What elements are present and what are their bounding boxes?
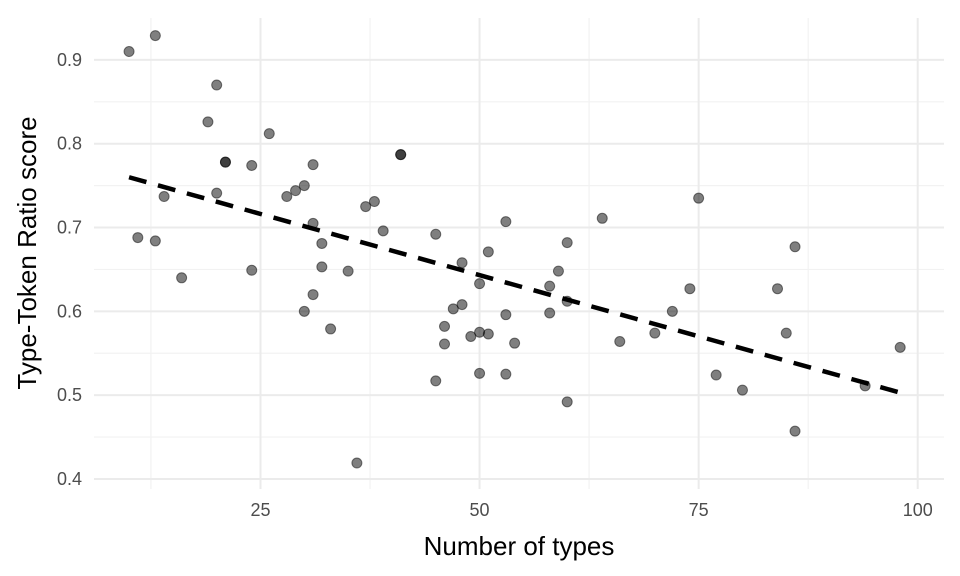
- data-point: [447, 303, 459, 315]
- data-point: [474, 326, 486, 338]
- data-point: [316, 237, 328, 249]
- data-point: [439, 320, 451, 332]
- data-point: [430, 228, 442, 240]
- data-point: [544, 280, 556, 292]
- y-tick-label: 0.4: [57, 469, 82, 489]
- data-point: [482, 246, 494, 258]
- data-point: [693, 192, 705, 204]
- data-point: [368, 196, 380, 208]
- data-point: [780, 327, 792, 339]
- data-point: [211, 79, 223, 91]
- x-axis-title: Number of types: [424, 531, 615, 561]
- data-point: [474, 367, 486, 379]
- data-point: [500, 368, 512, 380]
- data-point: [298, 305, 310, 317]
- data-point: [596, 212, 608, 224]
- data-point: [789, 241, 801, 253]
- data-point: [149, 30, 161, 42]
- y-tick-label: 0.6: [57, 301, 82, 321]
- data-point: [561, 237, 573, 249]
- data-point: [281, 191, 293, 203]
- data-point: [666, 305, 678, 317]
- data-point: [465, 330, 477, 342]
- data-point: [325, 323, 337, 335]
- data-point: [772, 283, 784, 295]
- x-tick-label: 75: [689, 500, 709, 520]
- data-point: [614, 335, 626, 347]
- data-point: [211, 187, 223, 199]
- y-tick-label: 0.7: [57, 218, 82, 238]
- data-point: [202, 116, 214, 128]
- data-point: [149, 235, 161, 247]
- x-tick-label: 50: [470, 500, 490, 520]
- data-point: [561, 396, 573, 408]
- data-point: [894, 341, 906, 353]
- data-point: [500, 216, 512, 228]
- data-point: [395, 149, 407, 161]
- y-axis-title: Type-Token Ratio score: [12, 116, 42, 389]
- data-point: [307, 289, 319, 301]
- y-tick-label: 0.8: [57, 134, 82, 154]
- data-point: [342, 265, 354, 277]
- x-tick-label: 25: [250, 500, 270, 520]
- data-point: [123, 46, 135, 58]
- data-point: [263, 128, 275, 140]
- data-point: [482, 328, 494, 340]
- data-point: [307, 159, 319, 171]
- data-point: [290, 185, 302, 197]
- data-point: [298, 180, 310, 192]
- trend-line: [128, 175, 901, 395]
- data-point: [552, 265, 564, 277]
- data-point: [316, 261, 328, 273]
- data-point: [246, 264, 258, 276]
- minor-gridlines: [94, 18, 944, 489]
- data-point: [789, 425, 801, 437]
- data-point: [456, 257, 468, 269]
- x-axis-ticks: 25 50 75 100: [250, 500, 932, 520]
- data-point: [710, 369, 722, 381]
- data-point: [456, 299, 468, 311]
- data-point: [474, 278, 486, 290]
- data-point: [219, 156, 231, 168]
- data-point: [544, 307, 556, 319]
- data-point: [158, 191, 170, 203]
- data-point: [351, 457, 363, 469]
- data-point: [439, 338, 451, 350]
- trend-line-group: [128, 175, 901, 395]
- data-point: [500, 309, 512, 321]
- data-point: [430, 375, 442, 387]
- data-point: [684, 283, 696, 295]
- data-point: [509, 337, 521, 349]
- data-point: [736, 384, 748, 396]
- data-point: [360, 201, 372, 213]
- data-points: [123, 30, 906, 469]
- data-point: [132, 232, 144, 244]
- data-point: [649, 327, 661, 339]
- major-gridlines: [94, 18, 944, 489]
- y-tick-label: 0.5: [57, 385, 82, 405]
- data-point: [176, 272, 188, 284]
- y-tick-label: 0.9: [57, 50, 82, 70]
- y-axis-ticks: 0.4 0.5 0.6 0.7 0.8 0.9: [57, 50, 82, 489]
- data-point: [377, 225, 389, 237]
- x-tick-label: 100: [903, 500, 933, 520]
- data-point: [246, 160, 258, 172]
